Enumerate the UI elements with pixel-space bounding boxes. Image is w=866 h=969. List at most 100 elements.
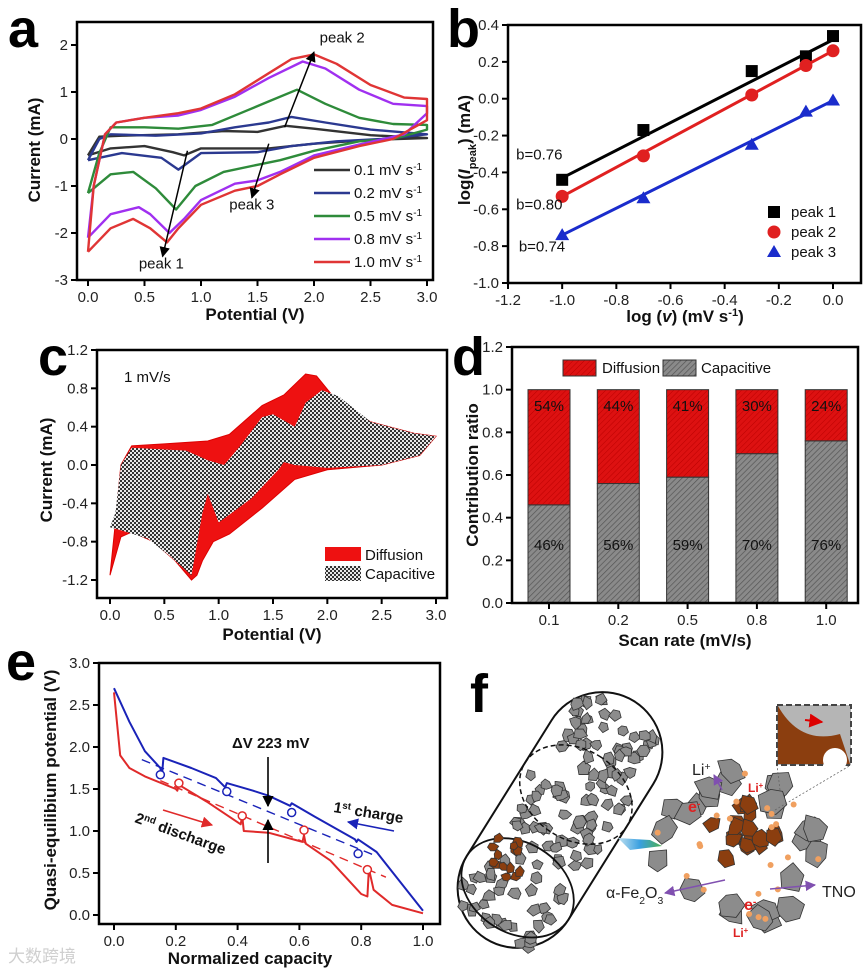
cv-curve bbox=[86, 88, 429, 211]
text-part: Li bbox=[733, 926, 744, 940]
annotation-label: peak 1 bbox=[139, 255, 184, 272]
y-tick-label: 0.0 bbox=[67, 457, 88, 474]
text-part: Li bbox=[692, 762, 704, 779]
text-part: ) (mA) bbox=[455, 95, 474, 144]
bar-diffusion bbox=[735, 389, 779, 455]
annotation-arrow bbox=[249, 143, 270, 199]
text-part: + bbox=[704, 762, 710, 773]
particle bbox=[531, 859, 544, 871]
li-ion-label: Li+ bbox=[692, 762, 711, 780]
y-tick-label: -0.8 bbox=[62, 534, 88, 551]
text-part: log ( bbox=[626, 307, 662, 326]
particle bbox=[589, 739, 603, 752]
capacitive-area bbox=[110, 390, 436, 576]
li-ion-label: Li+ bbox=[748, 781, 764, 796]
plot-area bbox=[527, 389, 848, 603]
gitt-curve bbox=[113, 692, 424, 915]
particle bbox=[493, 832, 505, 843]
legend-sup: -1 bbox=[413, 162, 422, 173]
slope-label: b=0.80 bbox=[516, 196, 562, 213]
text-part: + bbox=[744, 926, 749, 935]
particle bbox=[579, 857, 594, 870]
legend-label: 1.0 mV s-1 bbox=[354, 254, 423, 272]
x-tick-label: -0.4 bbox=[712, 292, 738, 309]
legend-label: Capacitive bbox=[365, 566, 435, 583]
x-axis-label: Scan rate (mV/s) bbox=[618, 631, 751, 650]
plot-frame bbox=[95, 348, 449, 600]
contact-point bbox=[741, 770, 748, 777]
y-axis-label-group: Current (mA) bbox=[25, 98, 44, 203]
equilibrium-point bbox=[237, 811, 247, 821]
particle bbox=[577, 760, 592, 775]
text-part: e bbox=[688, 799, 697, 816]
particle bbox=[598, 721, 609, 734]
watermark: 大数跨境 bbox=[8, 947, 76, 967]
diffusion-percent: 44% bbox=[603, 398, 633, 415]
x-tick-label: 0.8 bbox=[351, 933, 372, 950]
x-tick-label: 0.5 bbox=[677, 612, 698, 629]
particle bbox=[702, 817, 721, 834]
discharge-label: 2nd discharge bbox=[133, 809, 229, 858]
particle bbox=[569, 716, 582, 731]
particle bbox=[600, 798, 614, 812]
text-part: - bbox=[697, 799, 701, 810]
particle bbox=[580, 711, 592, 724]
text-part: ) bbox=[738, 307, 744, 326]
y-tick-label: 1.5 bbox=[69, 781, 90, 798]
slope-label: b=0.76 bbox=[516, 147, 562, 164]
data-point bbox=[636, 149, 650, 163]
fit-line bbox=[561, 38, 834, 180]
text-part: peak bbox=[467, 143, 479, 169]
y-axis-label: Current (mA) bbox=[25, 98, 44, 203]
y-tick-label: -1 bbox=[55, 178, 68, 195]
discharge-arrow bbox=[162, 809, 214, 828]
x-tick-label: 2.5 bbox=[371, 607, 392, 624]
plot-frame bbox=[75, 20, 435, 282]
x-tick-label: 3.0 bbox=[417, 289, 438, 306]
equilibrium-fit-line bbox=[141, 758, 377, 857]
x-tick-label: 3.0 bbox=[426, 607, 447, 624]
particle bbox=[608, 709, 622, 722]
particle bbox=[619, 795, 634, 807]
y-tick-label: -0.8 bbox=[473, 238, 499, 255]
text-part: -1 bbox=[728, 307, 738, 319]
particle bbox=[673, 801, 702, 826]
electron-label: e- bbox=[744, 897, 757, 915]
legend-text: 0.1 mV s bbox=[354, 162, 413, 179]
legend-sup: -1 bbox=[413, 231, 422, 242]
legend-marker bbox=[767, 245, 781, 257]
contact-point bbox=[768, 824, 775, 831]
particle bbox=[717, 849, 736, 869]
fit-line bbox=[561, 99, 834, 237]
particle bbox=[533, 919, 545, 934]
particle bbox=[552, 855, 566, 870]
y-axis-label-group: Current (mA) bbox=[37, 418, 56, 523]
particle bbox=[493, 886, 506, 897]
annotation-arrow bbox=[283, 51, 316, 128]
plot-frame bbox=[97, 661, 442, 926]
equilibrium-point bbox=[286, 807, 297, 818]
y-tick-label: -0.4 bbox=[473, 164, 499, 181]
particle bbox=[598, 707, 612, 721]
x-axis-label: Potential (V) bbox=[205, 305, 304, 324]
particle bbox=[566, 836, 580, 849]
text-part: discharge bbox=[152, 817, 228, 859]
text-part: O bbox=[645, 885, 657, 902]
y-tick-label: -0.2 bbox=[473, 128, 499, 145]
particle bbox=[602, 751, 615, 767]
particle bbox=[605, 784, 618, 797]
contact-point bbox=[755, 890, 762, 897]
x-tick-label: 1.0 bbox=[191, 289, 212, 306]
label-arrow bbox=[663, 879, 726, 897]
text-part: 3 bbox=[657, 896, 663, 907]
contact-point bbox=[746, 911, 753, 918]
x-tick-label: 0.8 bbox=[746, 612, 767, 629]
panel-letter: b bbox=[447, 0, 480, 59]
text-part: - bbox=[753, 897, 757, 908]
y-tick-label: 0.4 bbox=[478, 17, 499, 34]
slope-label: b=0.74 bbox=[519, 239, 565, 256]
x-tick-label: -0.8 bbox=[603, 292, 629, 309]
y-tick-label: 0.2 bbox=[482, 552, 503, 569]
legend-sup: -1 bbox=[413, 208, 422, 219]
x-tick-label: -0.6 bbox=[658, 292, 684, 309]
